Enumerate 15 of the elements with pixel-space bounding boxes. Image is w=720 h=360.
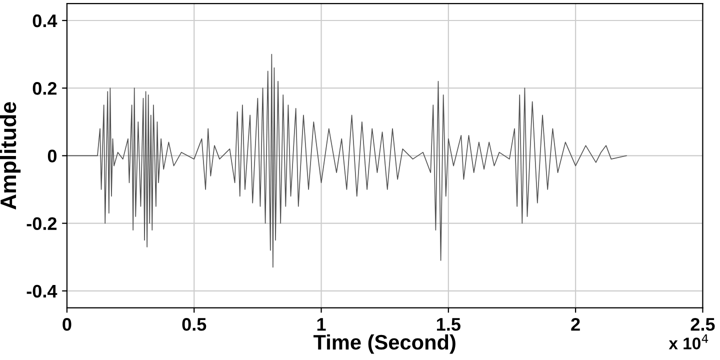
x-tick-label: 0 <box>62 318 72 331</box>
x-tick-label: 1.5 <box>437 318 460 331</box>
x-tick-label: 2.5 <box>690 318 715 331</box>
y-axis-title: Amplitude <box>0 102 21 210</box>
x-tick-label: 0.5 <box>182 318 206 331</box>
text: x 10$^{4}$ <box>668 334 708 350</box>
x-axis-title: Time (Second) <box>313 334 456 354</box>
y-tick-label: 0.2 <box>32 82 57 95</box>
line-series <box>66 54 627 268</box>
x-tick-label: 1 <box>317 318 326 331</box>
x-tick-label: 2 <box>571 318 580 331</box>
y-tick-label: -0.2 <box>26 217 57 230</box>
y-tick-label: -0.4 <box>26 284 58 298</box>
y-tick-label: 0.4 <box>32 14 58 28</box>
y-tick-label: 0 <box>48 150 56 162</box>
